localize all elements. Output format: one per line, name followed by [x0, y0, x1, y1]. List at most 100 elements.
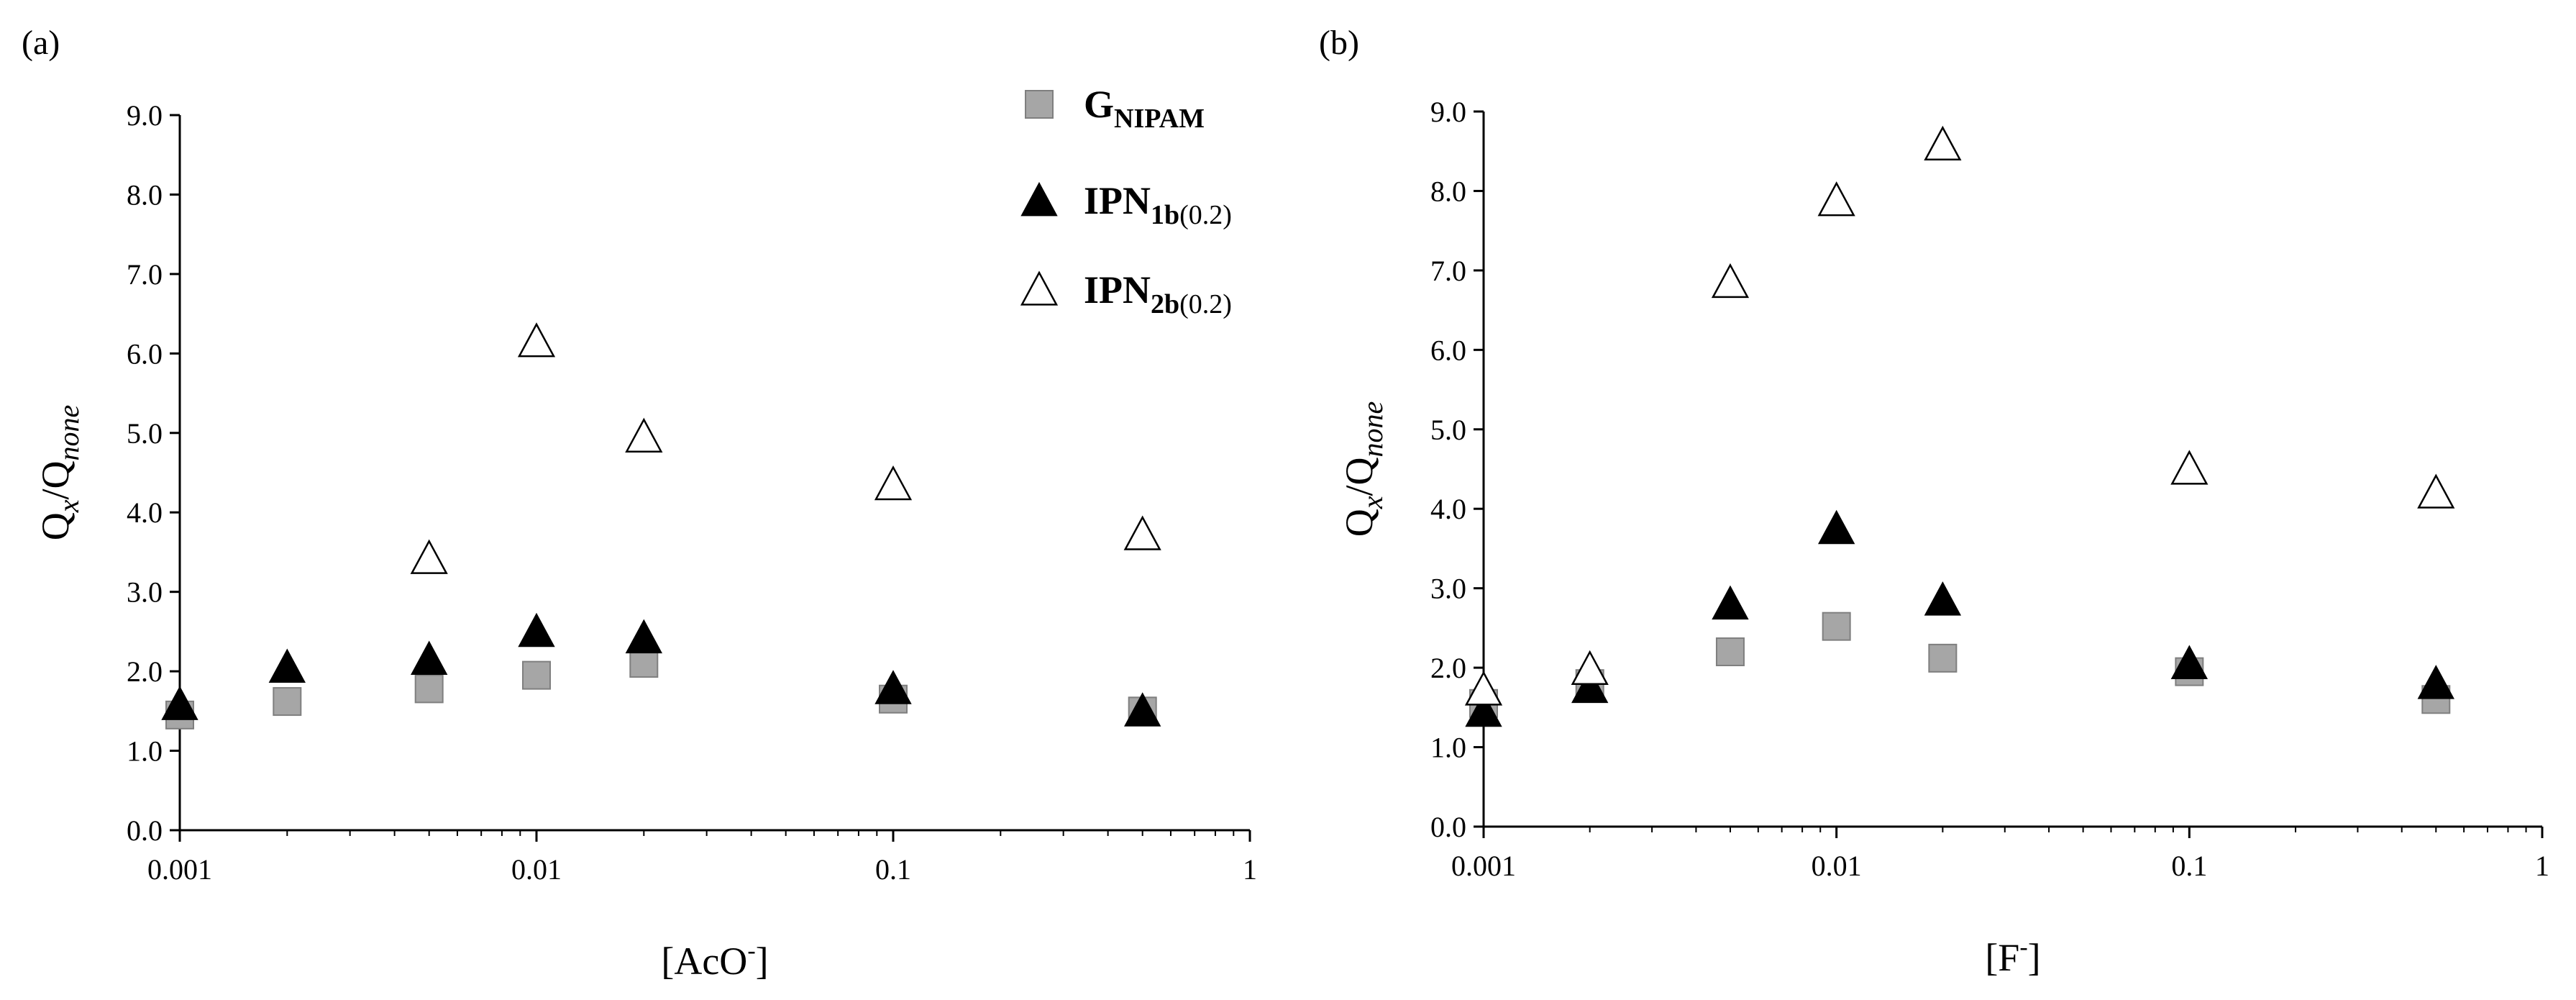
x-tick-label: 1 — [2535, 850, 2549, 882]
data-point-triangle-filled — [1124, 692, 1161, 727]
legend-marker-triangle-filled — [1020, 181, 1058, 217]
data-point-triangle-filled — [518, 612, 555, 647]
legend-label-subscript: 1b — [1151, 200, 1179, 230]
legend-label-main: IPN — [1084, 268, 1151, 312]
data-point-square — [522, 660, 551, 690]
data-point-triangle-filled — [874, 670, 912, 704]
y-axis-title-sub-x: x — [52, 499, 85, 513]
chart-panel-a: (a) 0.0 1.0 2.0 3.0 4.0 5.0 6.0 7.0 8.0 9.0 0.001 0.… — [22, 24, 1257, 983]
panel-label: (b) — [1319, 24, 1359, 62]
data-point-triangle-open — [1711, 263, 1750, 299]
y-tick-label: 7.0 — [127, 258, 163, 291]
x-tick-label: 0.01 — [1812, 850, 1862, 882]
legend-label-subscript: 2b — [1151, 289, 1179, 319]
data-point-triangle-open — [1817, 181, 1855, 217]
data-point-square — [629, 649, 659, 678]
y-tick-label: 6.0 — [1430, 334, 1466, 366]
x-axis-title-main: [F — [1985, 936, 2019, 979]
data-point-triangle-filled — [411, 640, 448, 675]
data-point-square — [1928, 643, 1958, 673]
data-point-triangle-open — [1571, 650, 1609, 685]
data-point-triangle-filled — [625, 619, 662, 654]
y-axis-title-slash: /Q — [34, 460, 77, 499]
y-tick-label: 8.0 — [127, 178, 163, 211]
data-point-square — [273, 687, 302, 717]
y-tick-label: 9.0 — [127, 99, 163, 132]
y-tick-label: 4.0 — [1430, 493, 1466, 525]
y-tick-label: 5.0 — [1430, 414, 1466, 446]
x-tick-label: 0.001 — [1451, 850, 1516, 882]
data-point-triangle-filled — [1571, 668, 1609, 704]
x-axis-title: [AcO-] — [661, 937, 768, 983]
legend-marker-triangle-open — [1020, 271, 1059, 306]
data-point-triangle-filled — [268, 648, 306, 683]
x-axis-title-main: [AcO — [661, 940, 747, 983]
x-tick-label: 0.1 — [2171, 850, 2207, 882]
x-axis-title: [F-] — [1985, 934, 2040, 979]
data-point-triangle-filled — [1712, 585, 1749, 620]
y-axis-title-sub-none: none — [52, 405, 85, 461]
y-tick-label: 2.0 — [1430, 652, 1466, 684]
x-tick-label: 0.1 — [875, 853, 911, 886]
legend-label-main: IPN — [1084, 179, 1151, 222]
y-axis-title: Qx/Qnone — [1338, 401, 1389, 537]
x-tick-label: 0.01 — [511, 853, 562, 886]
data-point-triangle-open — [517, 322, 556, 358]
data-point-triangle-open — [1123, 515, 1161, 550]
y-axis-title-q: Q — [34, 512, 77, 540]
legend-label: IPN2b(0.2) — [1084, 268, 1232, 319]
y-tick-label: 0.0 — [1430, 811, 1466, 843]
x-axis-title-close: ] — [756, 940, 769, 983]
data-point-triangle-open — [410, 539, 448, 574]
x-tick-label: 1 — [1243, 853, 1257, 886]
legend-label-main: G — [1084, 83, 1114, 126]
legend-label-paren: (0.2) — [1179, 289, 1232, 319]
legend-label: GNIPAM — [1084, 83, 1205, 134]
data-point-triangle-filled — [2170, 645, 2209, 679]
x-axis-title-superscript: - — [747, 937, 755, 964]
data-point-triangle-open — [2417, 473, 2455, 509]
data-point-triangle-open — [625, 417, 663, 453]
x-axis-title-superscript: - — [2019, 934, 2027, 960]
data-point-triangle-filled — [1817, 509, 1855, 545]
y-tick-label: 3.0 — [127, 576, 163, 609]
data-point-square — [1715, 637, 1745, 667]
legend-label-subscript: NIPAM — [1114, 104, 1205, 134]
y-tick-label: 6.0 — [127, 337, 163, 370]
x-tick-label: 0.001 — [147, 853, 212, 886]
data-point-square — [1822, 612, 1851, 641]
legend-label: IPN1b(0.2) — [1084, 179, 1232, 230]
data-point-triangle-open — [874, 465, 913, 501]
y-axis-title-sub-none: none — [1356, 401, 1389, 458]
legend-entry-1: IPN1b(0.2) — [1020, 179, 1232, 230]
chart-panel-b: (b) 0.0 1.0 2.0 3.0 4.0 5.0 6.0 7.0 8.0 9.0 0.001 0.… — [1319, 24, 2549, 979]
data-point-triangle-open — [1464, 671, 1503, 706]
data-point-triangle-filled — [2417, 665, 2454, 699]
y-axis-title-slash: /Q — [1338, 457, 1381, 496]
legend-marker-square — [1025, 90, 1054, 119]
y-tick-label: 3.0 — [1430, 573, 1466, 605]
y-axis-title-sub-x: x — [1356, 496, 1389, 509]
y-tick-label: 8.0 — [1430, 175, 1466, 207]
data-point-triangle-filled — [1465, 692, 1502, 727]
y-axis-title-q: Q — [1338, 509, 1381, 537]
y-axis-title: Qx/Qnone — [34, 405, 85, 541]
y-tick-label: 7.0 — [1430, 255, 1466, 287]
legend-label-paren: (0.2) — [1179, 200, 1232, 230]
y-tick-label: 0.0 — [127, 814, 163, 847]
y-tick-label: 5.0 — [127, 417, 163, 450]
legend-entry-0: GNIPAM — [1025, 83, 1205, 134]
data-point-triangle-open — [1924, 125, 1962, 161]
data-point-triangle-open — [2170, 450, 2209, 485]
legend-entry-2: IPN2b(0.2) — [1020, 268, 1232, 319]
y-tick-label: 1.0 — [1430, 732, 1466, 764]
y-tick-label: 4.0 — [127, 496, 163, 529]
data-point-triangle-filled — [1924, 581, 1962, 616]
x-axis-title-close: ] — [2028, 936, 2041, 979]
data-point-triangle-filled — [161, 686, 198, 720]
y-tick-label: 2.0 — [127, 655, 163, 688]
data-point-square — [414, 674, 444, 704]
